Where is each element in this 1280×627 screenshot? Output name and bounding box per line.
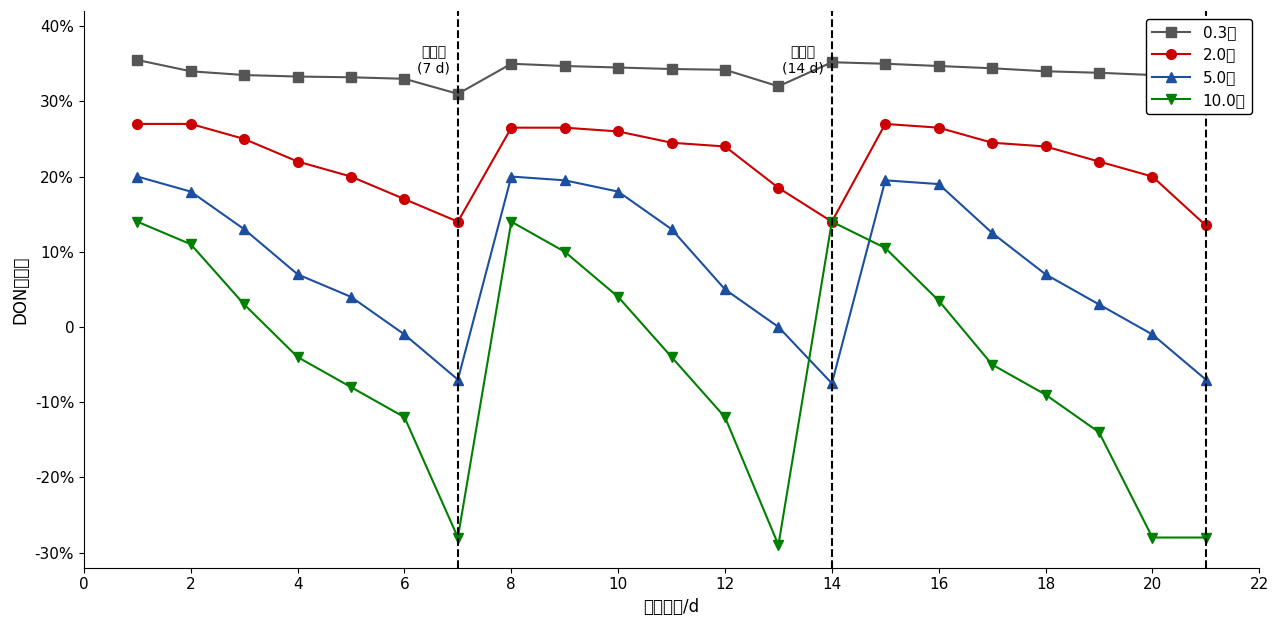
2.0年 xyxy=(397,196,412,203)
2.0年 xyxy=(557,124,572,132)
10.0年 xyxy=(1144,534,1160,541)
5.0年 xyxy=(984,229,1000,237)
0.3年 xyxy=(397,75,412,83)
0.3年 xyxy=(503,60,518,68)
5.0年 xyxy=(343,293,358,300)
Line: 0.3年: 0.3年 xyxy=(132,55,1211,98)
5.0年 xyxy=(771,323,786,330)
2.0年 xyxy=(289,158,305,166)
10.0年 xyxy=(1198,534,1213,541)
0.3年 xyxy=(343,73,358,81)
Line: 2.0年: 2.0年 xyxy=(132,119,1211,230)
X-axis label: 运行时间/d: 运行时间/d xyxy=(644,598,700,616)
2.0年 xyxy=(451,218,466,226)
10.0年 xyxy=(771,541,786,549)
10.0年 xyxy=(824,218,840,226)
10.0年 xyxy=(343,383,358,391)
0.3年 xyxy=(289,73,305,80)
10.0年 xyxy=(183,241,198,248)
10.0年 xyxy=(397,413,412,421)
10.0年 xyxy=(984,361,1000,368)
0.3年 xyxy=(1092,69,1107,76)
0.3年 xyxy=(183,68,198,75)
0.3年 xyxy=(557,62,572,70)
2.0年 xyxy=(611,128,626,135)
0.3年 xyxy=(824,58,840,66)
0.3年 xyxy=(878,60,893,68)
5.0年 xyxy=(1038,271,1053,278)
2.0年 xyxy=(771,184,786,192)
0.3年 xyxy=(931,62,946,70)
5.0年 xyxy=(664,226,680,233)
2.0年 xyxy=(183,120,198,128)
2.0年 xyxy=(664,139,680,147)
2.0年 xyxy=(343,173,358,181)
5.0年 xyxy=(1198,376,1213,383)
Text: 反冲洗
(7 d): 反冲洗 (7 d) xyxy=(417,45,449,75)
0.3年 xyxy=(717,66,732,73)
2.0年 xyxy=(717,143,732,150)
10.0年 xyxy=(503,218,518,226)
0.3年 xyxy=(664,65,680,73)
10.0年 xyxy=(557,248,572,256)
0.3年 xyxy=(1038,68,1053,75)
2.0年 xyxy=(824,218,840,226)
Y-axis label: DON去除率: DON去除率 xyxy=(12,255,29,324)
5.0年 xyxy=(1144,330,1160,338)
2.0年 xyxy=(984,139,1000,147)
2.0年 xyxy=(1198,222,1213,229)
10.0年 xyxy=(931,297,946,304)
5.0年 xyxy=(878,177,893,184)
Text: 反冲洗
(21 d): 反冲洗 (21 d) xyxy=(1156,45,1198,75)
2.0年 xyxy=(1144,173,1160,181)
5.0年 xyxy=(557,177,572,184)
10.0年 xyxy=(289,353,305,361)
10.0年 xyxy=(717,413,732,421)
2.0年 xyxy=(931,124,946,132)
0.3年 xyxy=(451,90,466,98)
Text: 反冲洗
(14 d): 反冲洗 (14 d) xyxy=(782,45,824,75)
5.0年 xyxy=(237,226,252,233)
10.0年 xyxy=(451,534,466,541)
10.0年 xyxy=(664,353,680,361)
Line: 10.0年: 10.0年 xyxy=(132,217,1211,550)
10.0年 xyxy=(1038,391,1053,398)
0.3年 xyxy=(1144,71,1160,79)
5.0年 xyxy=(931,181,946,188)
5.0年 xyxy=(129,173,145,181)
5.0年 xyxy=(717,286,732,293)
Legend: 0.3年, 2.0年, 5.0年, 10.0年: 0.3年, 2.0年, 5.0年, 10.0年 xyxy=(1146,19,1252,114)
10.0年 xyxy=(878,245,893,252)
2.0年 xyxy=(1038,143,1053,150)
2.0年 xyxy=(503,124,518,132)
5.0年 xyxy=(451,376,466,383)
0.3年 xyxy=(984,65,1000,72)
5.0年 xyxy=(289,271,305,278)
5.0年 xyxy=(611,188,626,196)
0.3年 xyxy=(1198,90,1213,98)
10.0年 xyxy=(611,293,626,300)
5.0年 xyxy=(1092,300,1107,308)
2.0年 xyxy=(878,120,893,128)
5.0年 xyxy=(183,188,198,196)
Line: 5.0年: 5.0年 xyxy=(132,172,1211,388)
10.0年 xyxy=(237,300,252,308)
5.0年 xyxy=(824,379,840,387)
5.0年 xyxy=(397,330,412,338)
0.3年 xyxy=(771,83,786,90)
10.0年 xyxy=(1092,428,1107,436)
10.0年 xyxy=(129,218,145,226)
2.0年 xyxy=(237,135,252,143)
0.3年 xyxy=(129,56,145,64)
0.3年 xyxy=(237,71,252,79)
2.0年 xyxy=(129,120,145,128)
2.0年 xyxy=(1092,158,1107,166)
0.3年 xyxy=(611,64,626,71)
5.0年 xyxy=(503,173,518,181)
